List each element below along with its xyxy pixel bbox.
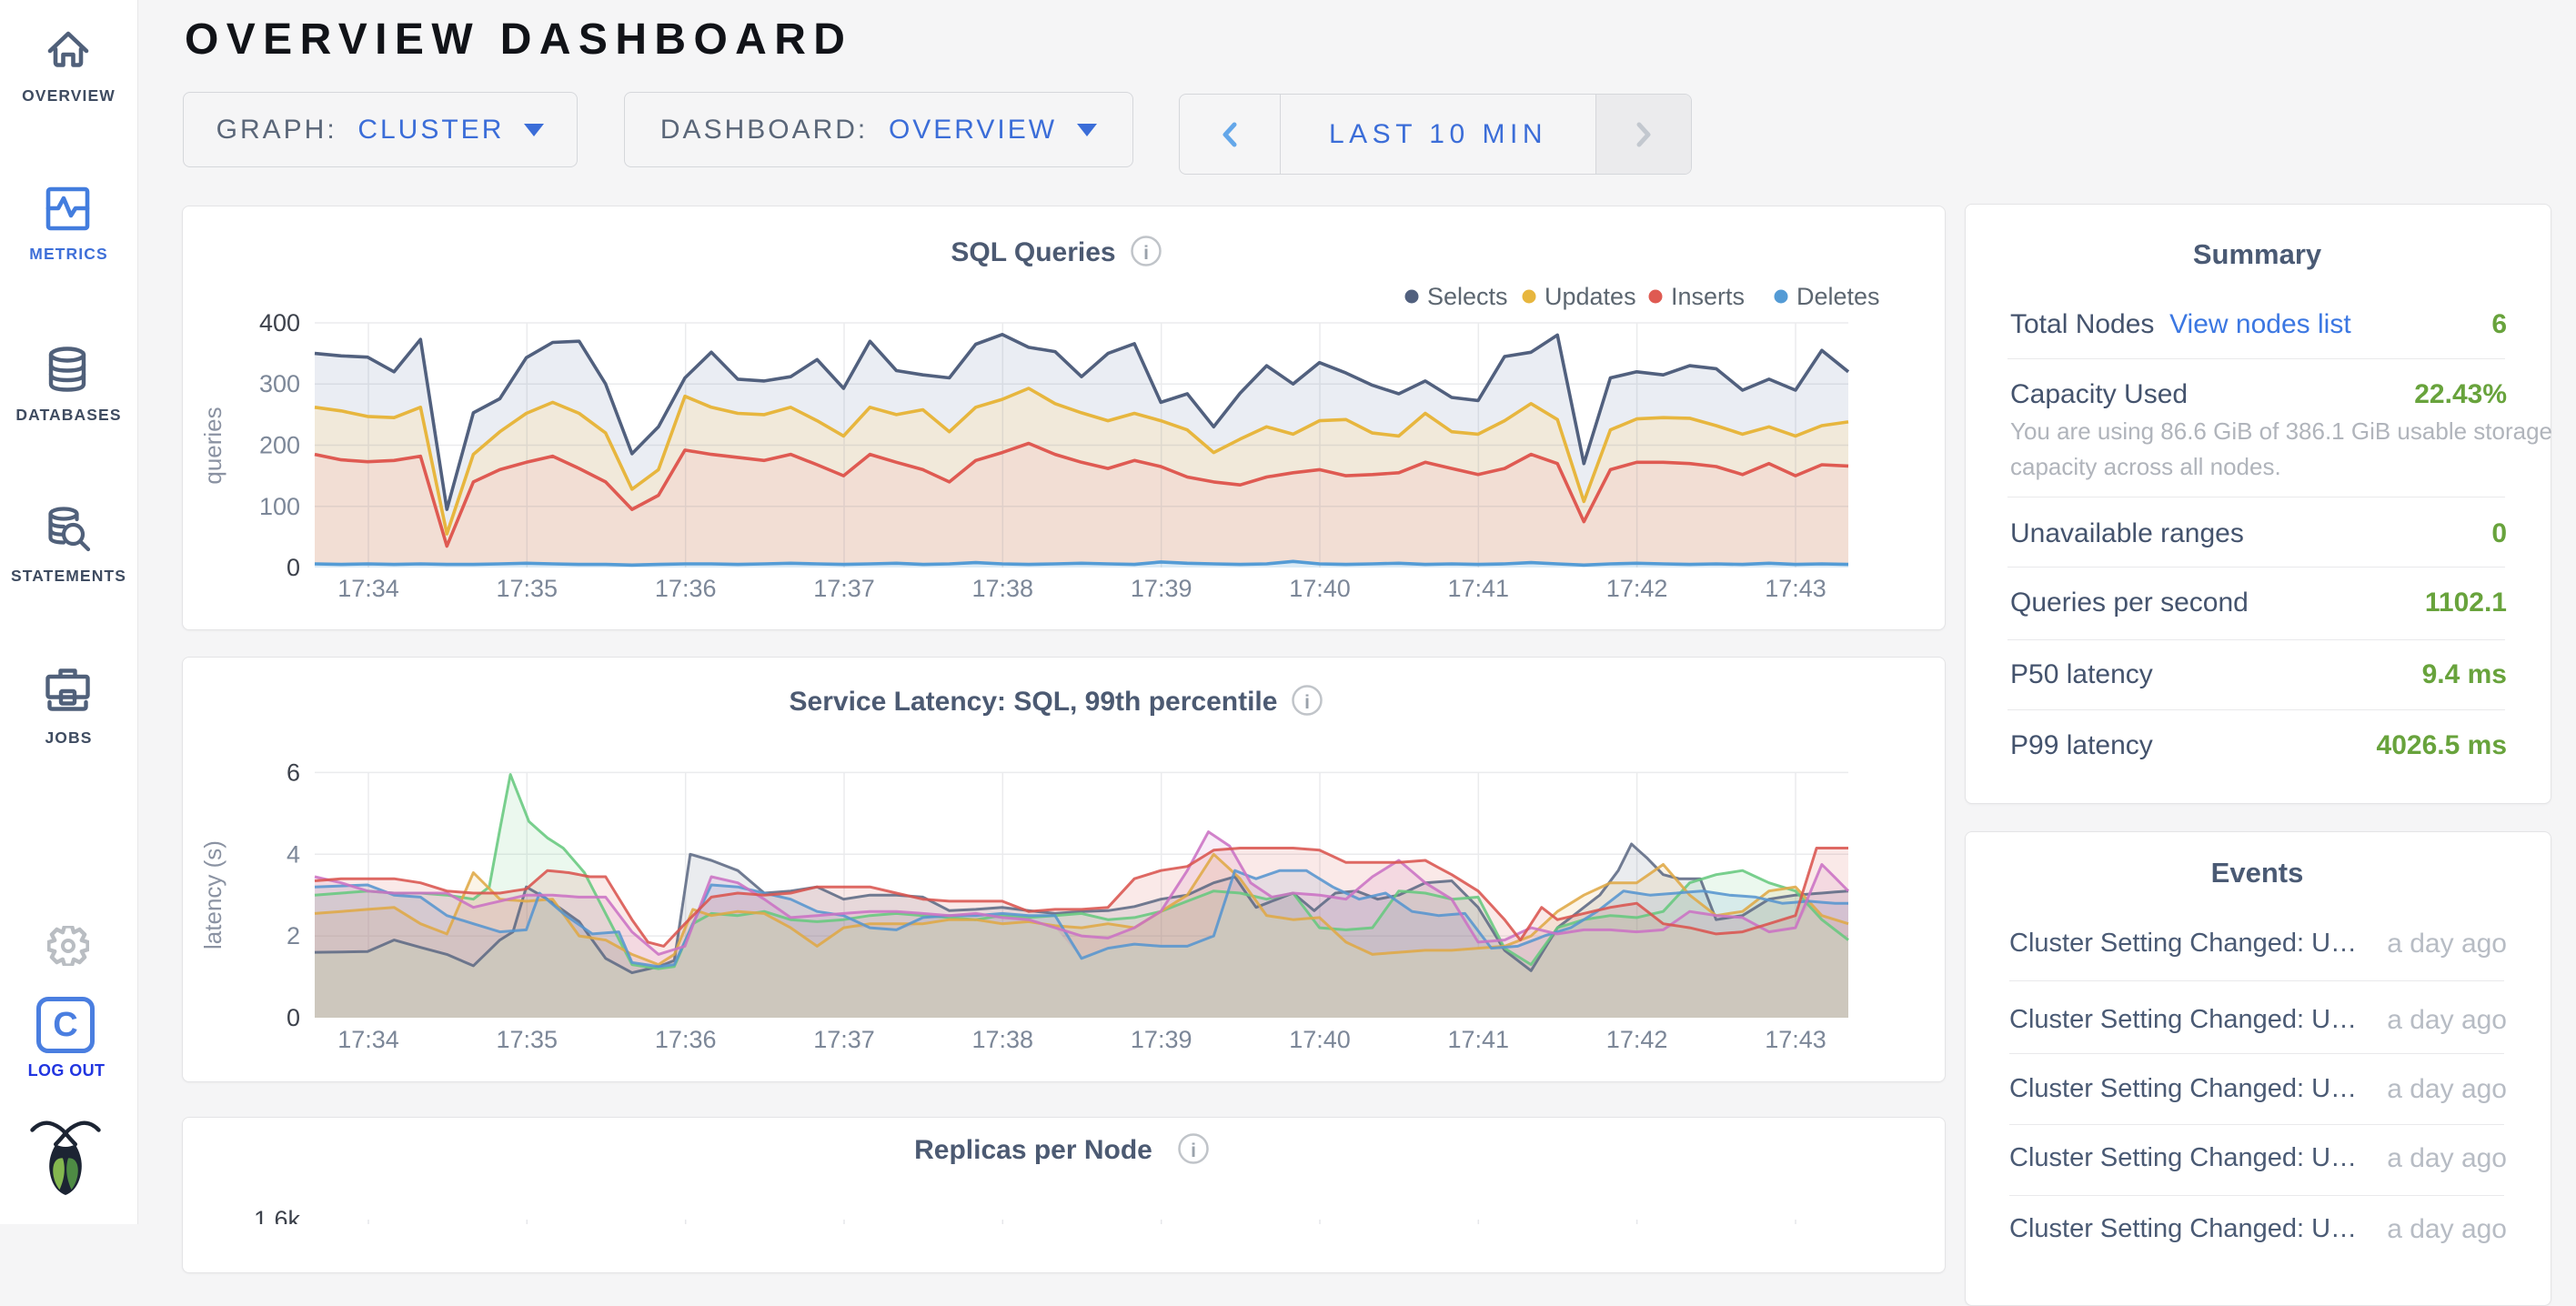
svg-text:17:42: 17:42	[1606, 575, 1668, 602]
svg-text:300: 300	[259, 370, 300, 397]
svg-text:0: 0	[287, 1004, 300, 1031]
svg-text:i: i	[1143, 243, 1149, 264]
svg-text:17:34: 17:34	[337, 1026, 399, 1053]
svg-text:17:38: 17:38	[972, 1026, 1034, 1053]
svg-text:17:39: 17:39	[1131, 1026, 1192, 1053]
svg-text:i: i	[1191, 1140, 1196, 1161]
svg-text:17:35: 17:35	[497, 575, 558, 602]
svg-text:17:43: 17:43	[1765, 1026, 1826, 1053]
svg-text:17:39: 17:39	[1131, 575, 1192, 602]
svg-text:17:37: 17:37	[813, 1026, 875, 1053]
svg-text:17:41: 17:41	[1448, 575, 1510, 602]
svg-text:Selects: Selects	[1427, 283, 1508, 310]
svg-text:Service Latency: SQL, 99th per: Service Latency: SQL, 99th percentile	[790, 687, 1278, 717]
svg-text:6: 6	[287, 758, 300, 786]
svg-text:17:34: 17:34	[337, 575, 399, 602]
svg-text:17:37: 17:37	[813, 575, 875, 602]
svg-text:latency (s): latency (s)	[199, 840, 226, 949]
svg-text:17:36: 17:36	[655, 575, 717, 602]
svg-text:Deletes: Deletes	[1796, 283, 1880, 310]
svg-text:1.6k: 1.6k	[254, 1206, 301, 1224]
svg-text:queries: queries	[199, 407, 226, 484]
svg-text:Replicas per Node: Replicas per Node	[914, 1135, 1152, 1165]
svg-text:17:40: 17:40	[1289, 575, 1351, 602]
svg-text:17:42: 17:42	[1606, 1026, 1668, 1053]
svg-text:0: 0	[287, 554, 300, 581]
svg-text:17:43: 17:43	[1765, 575, 1826, 602]
svg-text:200: 200	[259, 432, 300, 459]
svg-text:2: 2	[287, 922, 300, 949]
svg-text:17:41: 17:41	[1448, 1026, 1510, 1053]
svg-text:17:36: 17:36	[655, 1026, 717, 1053]
svg-text:100: 100	[259, 493, 300, 520]
svg-text:Inserts: Inserts	[1671, 283, 1745, 310]
svg-text:i: i	[1304, 692, 1310, 713]
svg-text:Updates: Updates	[1545, 283, 1636, 310]
svg-text:17:35: 17:35	[497, 1026, 558, 1053]
svg-text:17:38: 17:38	[972, 575, 1034, 602]
svg-text:SQL Queries: SQL Queries	[951, 237, 1115, 267]
svg-text:4: 4	[287, 840, 300, 868]
svg-text:17:40: 17:40	[1289, 1026, 1351, 1053]
svg-text:400: 400	[259, 309, 300, 337]
